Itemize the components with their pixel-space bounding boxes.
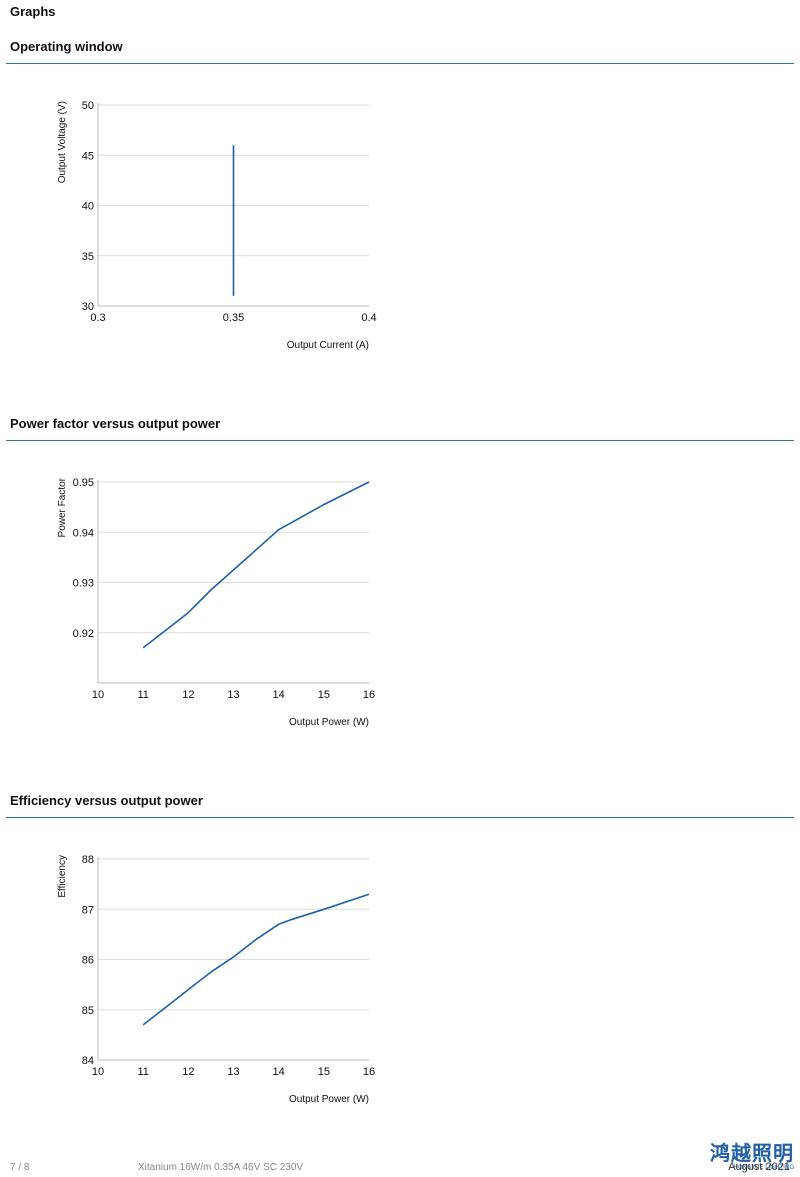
x-axis-label: Output Power (W) [289,717,369,728]
x-tick-label: 13 [227,689,239,701]
watermark-logo: 鸿越照明 HONGYUE LIGHTING [710,1142,794,1172]
x-tick-label: 11 [137,689,148,701]
x-tick-label: 10 [92,689,104,701]
section-title: Power factor versus output power [10,416,221,431]
series-line [142,481,370,649]
x-tick-label: 14 [273,689,285,701]
y-axis-label: Efficiency [57,855,68,898]
y-tick-label: 0.92 [73,628,94,640]
y-tick-label: 40 [82,201,94,213]
y-tick-label: 0.93 [73,578,94,590]
watermark-sub: HONGYUE LIGHTING [733,1164,794,1171]
y-tick-label: 45 [82,150,94,162]
x-tick-label: 15 [318,1066,330,1078]
efficiency-chart: 84 85 86 87 88 10 11 12 13 14 15 16 Output Power (W)… [57,854,375,1105]
y-tick-label: 35 [82,251,94,263]
section-divider [6,817,794,818]
x-tick-label: 15 [318,689,330,701]
y-axis-label: Output Voltage (V) [57,101,68,183]
x-tick-label: 12 [182,1066,194,1078]
section-divider [6,63,794,64]
y-tick-label: 87 [82,904,94,916]
x-tick-label: 11 [137,1066,148,1078]
page-title: Graphs [10,4,56,19]
y-tick-label: 0.94 [73,527,94,539]
y-tick-label: 50 [82,100,94,112]
footer-page-number: 7 / 8 [10,1162,30,1173]
x-tick-label: 0.4 [361,312,376,324]
section-title: Operating window [10,39,123,54]
series-line [142,893,370,1026]
x-tick-label: 10 [92,1066,104,1078]
x-tick-label: 0.3 [90,312,105,324]
x-tick-label: 0.35 [223,312,244,324]
section-divider [6,440,794,441]
power-factor-chart: 0.92 0.93 0.94 0.95 10 11 12 13 14 15 16 Output Pow… [57,477,375,728]
watermark-main: 鸿越照明 [710,1141,794,1165]
y-tick-label: 0.95 [73,477,94,489]
x-tick-label: 16 [363,1066,375,1078]
y-tick-label: 86 [82,955,94,967]
x-tick-label: 14 [273,1066,285,1078]
operating-window-chart: 30 35 40 45 50 0.3 0.35 0.4 Output Current (A) Ou… [57,100,377,351]
footer-date: August 2021 [728,1161,790,1173]
y-axis-label: Power Factor [57,477,68,537]
x-axis-label: Output Current (A) [287,340,369,351]
y-tick-label: 88 [82,854,94,866]
y-tick-label: 30 [82,301,94,313]
x-tick-label: 16 [363,689,375,701]
footer-product-name: Xitanium 16W/m 0.35A 46V SC 230V [138,1162,304,1173]
section-title: Efficiency versus output power [10,793,203,808]
y-tick-label: 84 [82,1055,94,1067]
x-tick-label: 12 [182,689,194,701]
x-tick-label: 13 [227,1066,239,1078]
x-axis-label: Output Power (W) [289,1094,369,1105]
y-tick-label: 85 [82,1005,94,1017]
